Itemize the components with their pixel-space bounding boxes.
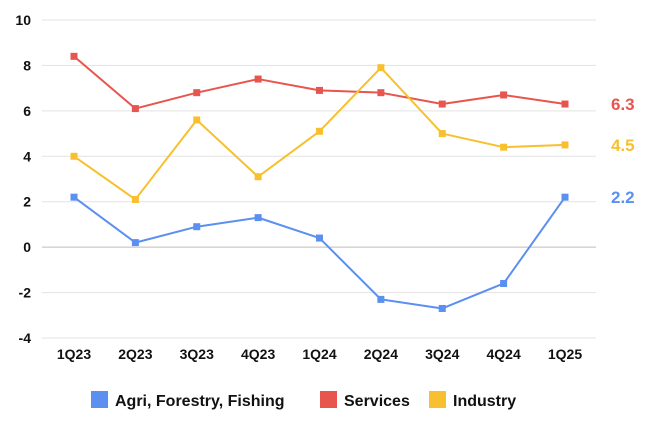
data-point (70, 152, 78, 160)
data-point (70, 52, 78, 60)
data-point (561, 141, 569, 149)
data-point (500, 91, 508, 99)
x-tick-label: 4Q23 (241, 346, 275, 362)
data-point (254, 75, 262, 83)
x-tick-label: 4Q24 (487, 346, 521, 362)
y-tick-label: -4 (19, 330, 32, 346)
y-tick-label: -2 (19, 285, 32, 301)
series-line (73, 55, 566, 110)
y-tick-label: 8 (23, 57, 31, 73)
data-point (254, 173, 262, 181)
y-tick-label: 4 (23, 148, 31, 164)
data-point (131, 195, 139, 203)
end-value-label: 4.5 (611, 136, 635, 155)
data-point (193, 116, 201, 124)
data-point (131, 239, 139, 247)
data-point (70, 193, 78, 201)
legend-swatch (429, 391, 446, 408)
end-value-label: 6.3 (611, 95, 635, 114)
x-tick-label: 2Q23 (118, 346, 152, 362)
data-point (500, 279, 508, 287)
x-tick-label: 1Q25 (548, 346, 582, 362)
data-point (193, 223, 201, 231)
legend-label: Agri, Forestry, Fishing (115, 393, 285, 410)
y-tick-label: 0 (23, 239, 31, 255)
x-tick-label: 3Q23 (180, 346, 214, 362)
legend-label: Services (344, 393, 410, 410)
end-value-label: 2.2 (611, 188, 635, 207)
series-line (73, 196, 566, 310)
x-tick-label: 1Q23 (57, 346, 91, 362)
data-point (377, 64, 385, 72)
legend-swatch (91, 391, 108, 408)
legend-swatch (320, 391, 337, 408)
x-tick-label: 1Q24 (302, 346, 336, 362)
data-point (561, 100, 569, 108)
data-point (438, 130, 446, 138)
x-tick-label: 3Q24 (425, 346, 459, 362)
y-tick-label: 10 (15, 12, 31, 28)
y-tick-label: 2 (23, 194, 31, 210)
data-point (500, 143, 508, 151)
data-point (131, 105, 139, 113)
x-tick-label: 2Q24 (364, 346, 398, 362)
data-point (316, 86, 323, 94)
data-point (254, 214, 262, 222)
y-tick-label: 6 (23, 103, 31, 119)
data-point (438, 100, 446, 108)
legend-label: Industry (453, 393, 516, 410)
data-point (438, 304, 446, 312)
data-point (316, 127, 323, 135)
data-point (377, 295, 385, 303)
data-point (316, 234, 323, 242)
data-point (193, 89, 201, 97)
data-point (561, 193, 569, 201)
data-point (377, 89, 385, 97)
